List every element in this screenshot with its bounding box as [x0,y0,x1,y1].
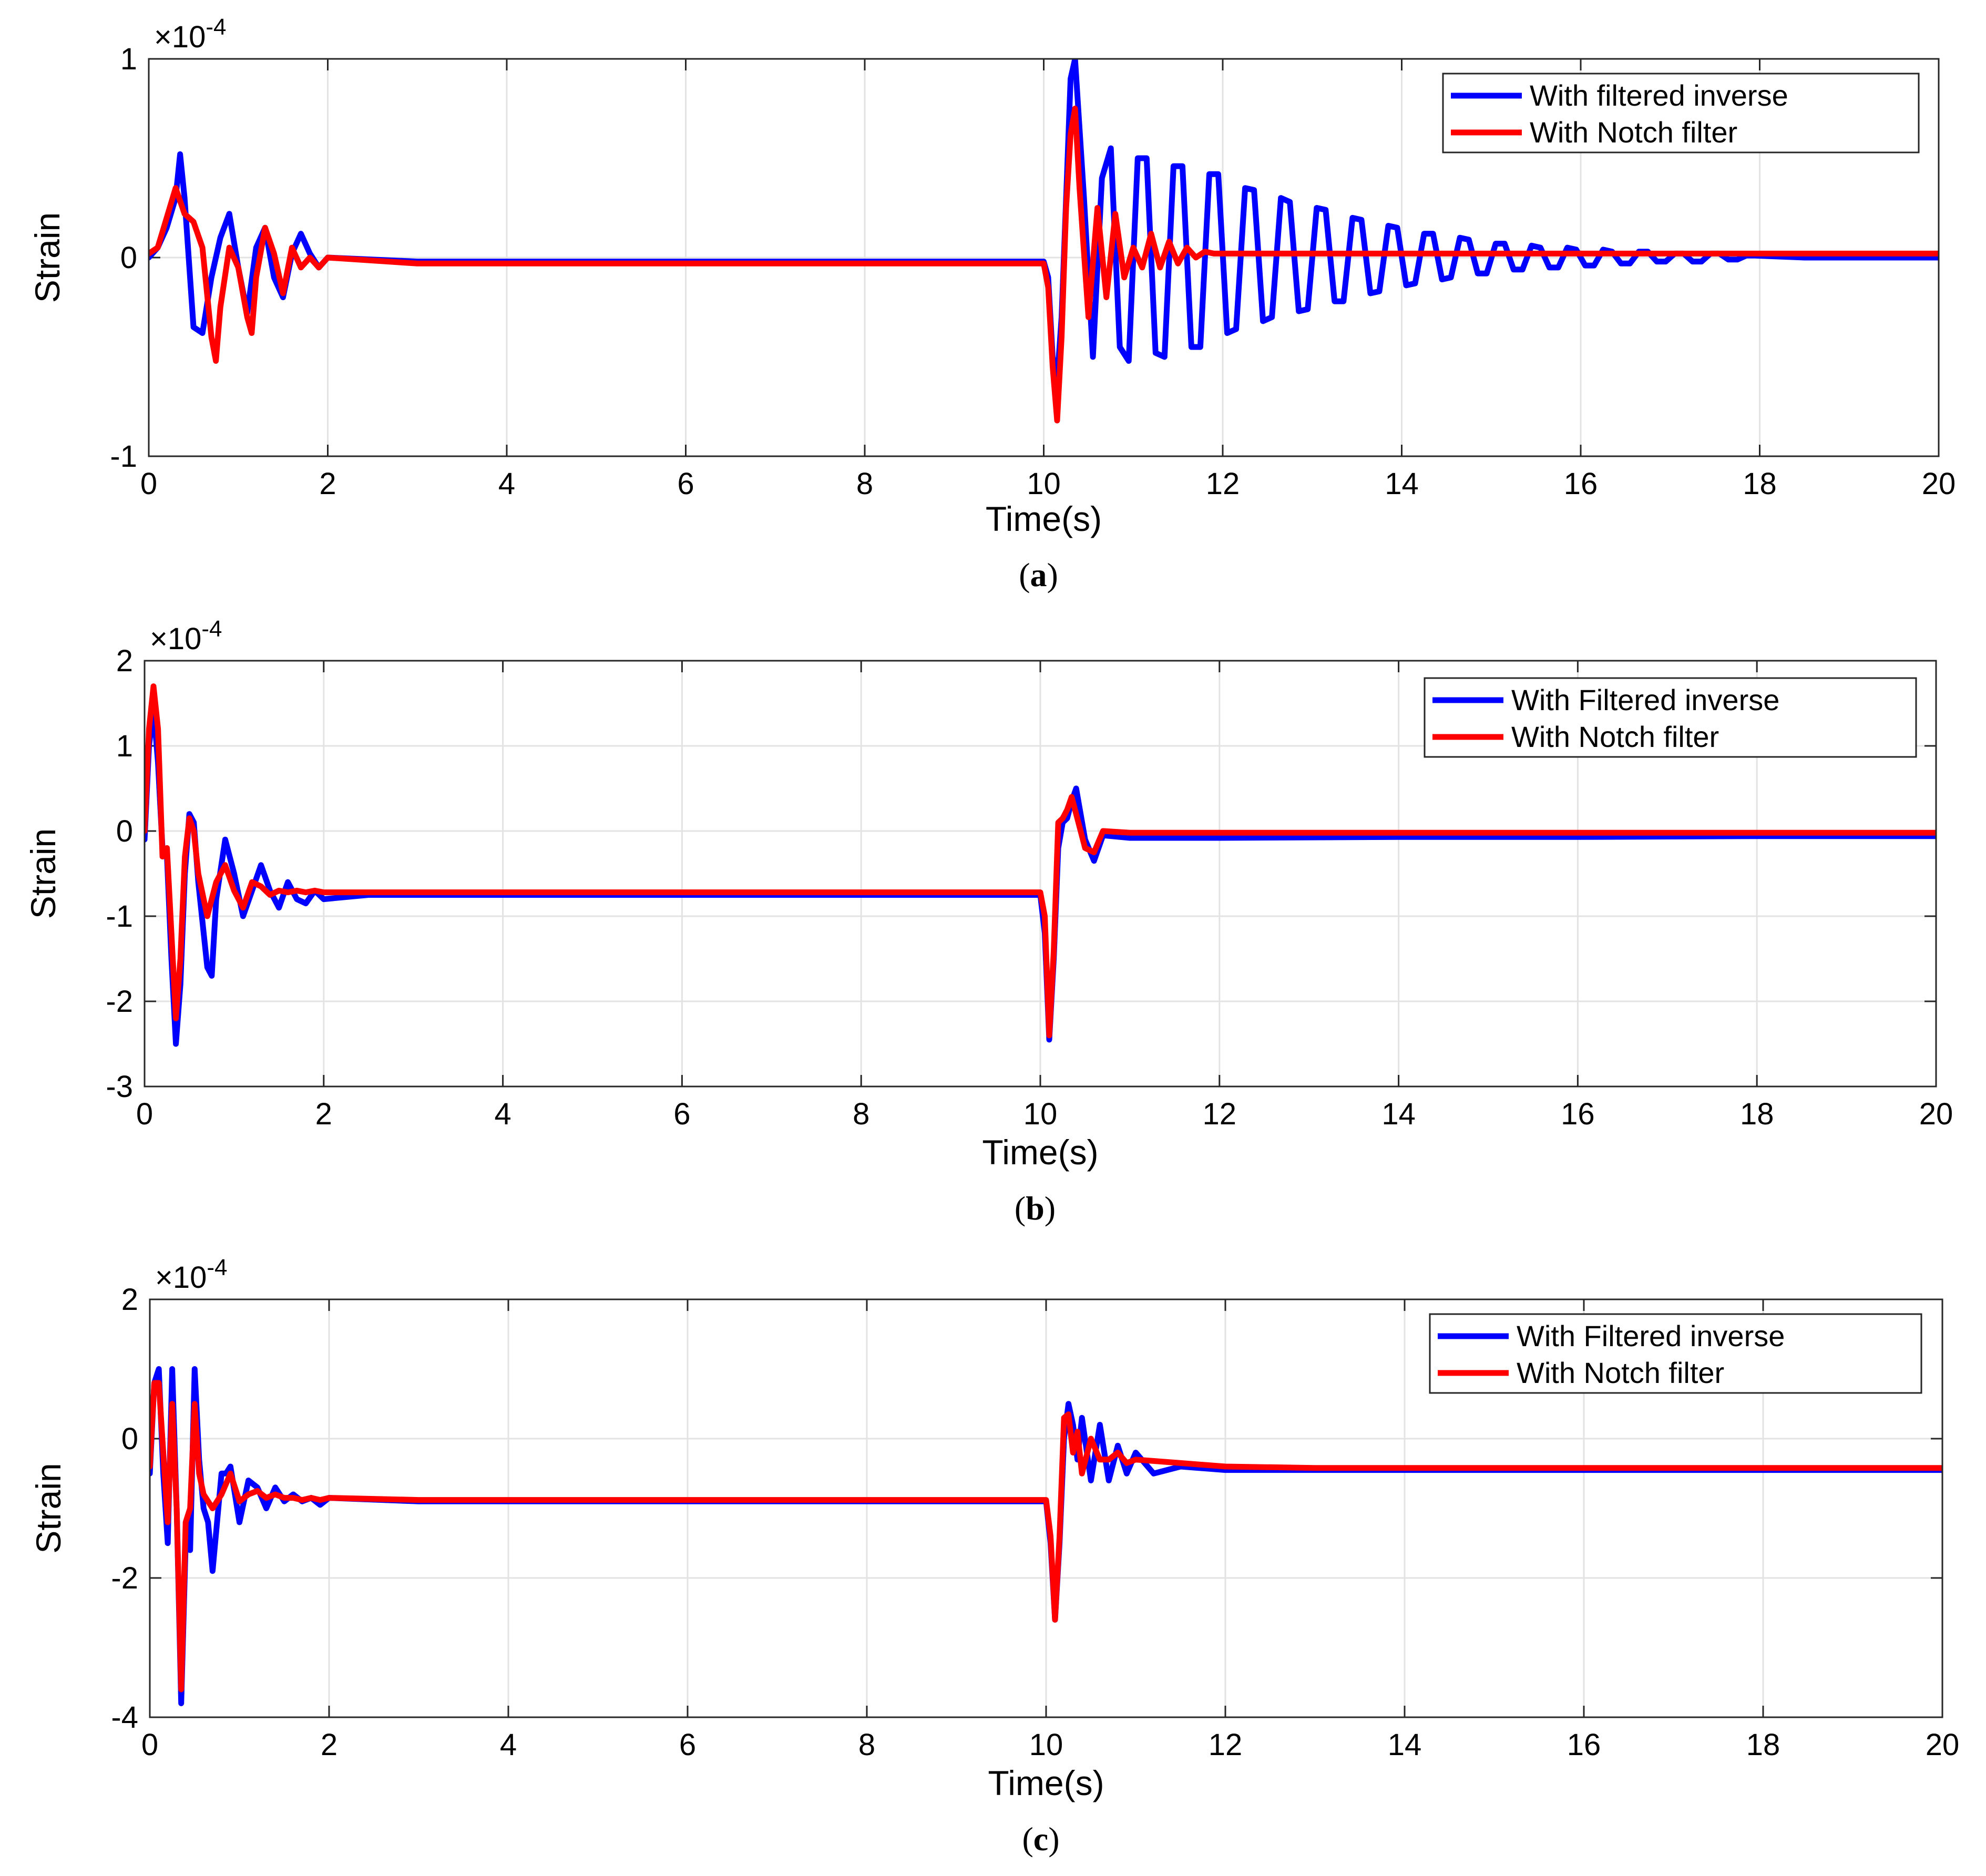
panel-c: 0 2 4 6 8 10 12 14 16 18 20 -4 -2 0 2 ×10-4 Strain Time(s… [29,1255,1959,1858]
x-tick-label: 12 [1209,1728,1243,1762]
y-tick-label: 0 [116,814,133,848]
legend-label: With filtered inverse [1530,79,1788,112]
y-tick-label: 1 [120,42,137,76]
legend-box [1442,73,1920,153]
legend-box [1429,1313,1922,1394]
x-tick-label: 12 [1203,1097,1237,1131]
x-tick-label: 16 [1561,1097,1595,1131]
x-tick-label: 14 [1385,467,1419,501]
y-axis-title: Strain [24,828,63,919]
y-tick-label: -4 [111,1700,138,1735]
y-tick-label: 2 [121,1283,138,1317]
axes-frame [149,1298,1943,1718]
panel-caption: (a) [1019,556,1058,593]
x-tick-label: 10 [1023,1097,1058,1131]
axes-frame [148,58,1940,457]
x-axis-title: Time(s) [982,1133,1098,1172]
series-line-filtered-inverse [149,59,1939,384]
y-exponent-label: ×10-4 [155,1255,228,1295]
y-tick-label: -3 [106,1070,133,1104]
x-tick-label: 14 [1388,1728,1422,1762]
series-line-notch-filter [145,683,1936,1039]
x-tick-label: 14 [1381,1097,1416,1131]
x-tick-label: 18 [1743,467,1777,501]
x-tick-label: 8 [858,1728,875,1762]
legend-label: With Filtered inverse [1517,1319,1785,1352]
x-tick-label: 16 [1564,467,1598,501]
x-tick-label: 0 [141,1728,158,1762]
y-exponent-label: ×10-4 [154,14,227,54]
x-tick-label: 18 [1740,1097,1774,1131]
legend-label: With Notch filter [1517,1356,1724,1389]
series-group [150,1366,1942,1706]
y-tick-label: -1 [110,439,137,474]
x-tick-label: 0 [140,467,157,501]
panel-a: 0 2 4 6 8 10 12 14 16 18 20-101×10-4StrainTime(s)(… [28,14,1956,593]
x-tick-label: 4 [498,467,515,501]
x-tick-label: 16 [1567,1728,1601,1762]
x-tick-label: 2 [321,1728,337,1762]
x-tick-label: 6 [677,467,694,501]
y-tick-label: -1 [106,899,133,934]
x-tick-label: 6 [679,1728,696,1762]
x-tick-label: 12 [1206,467,1240,501]
series-group [149,59,1939,424]
legend-box [1424,677,1917,758]
axes-frame [144,660,1937,1088]
panel-b: 0 2 4 6 8 10 12 14 16 18 20-3-2-1012×10-4StrainTim… [24,616,1953,1227]
x-tick-label: 10 [1027,467,1061,501]
x-tick-label: 20 [1919,1097,1953,1131]
x-tick-label: 4 [500,1728,517,1762]
x-axis-title: Time(s) [988,1764,1104,1802]
x-tick-label: 6 [673,1097,690,1131]
y-axis-title: Strain [29,1463,68,1553]
series-line-notch-filter [149,106,1939,424]
x-tick-label: 8 [853,1097,869,1131]
legend-label: With Filtered inverse [1511,683,1779,716]
y-tick-label: -2 [106,985,133,1019]
y-tick-label: 0 [121,1422,138,1456]
x-tick-label: 8 [856,467,873,501]
x-tick-label: 20 [1922,467,1956,501]
y-tick-label: 1 [116,729,133,763]
legend-label: With Notch filter [1530,116,1737,149]
panel-caption: (b) [1015,1190,1056,1227]
y-tick-label: 2 [116,644,133,678]
y-axis-title: Strain [28,212,67,303]
series-group [145,683,1936,1047]
x-axis-title: Time(s) [986,499,1102,538]
x-tick-label: 4 [494,1097,511,1131]
x-tick-label: 2 [319,467,336,501]
x-tick-label: 0 [136,1097,153,1131]
x-tick-label: 2 [315,1097,332,1131]
series-line-notch-filter [150,1380,1942,1693]
x-tick-label: 20 [1926,1728,1960,1762]
x-tick-label: 10 [1029,1728,1063,1762]
y-tick-label: 0 [120,241,137,275]
y-exponent-label: ×10-4 [150,616,222,656]
x-tick-label: 18 [1746,1728,1780,1762]
panel-caption: (c) [1022,1820,1059,1858]
y-tick-label: -2 [111,1561,138,1595]
legend-label: With Notch filter [1511,720,1719,753]
